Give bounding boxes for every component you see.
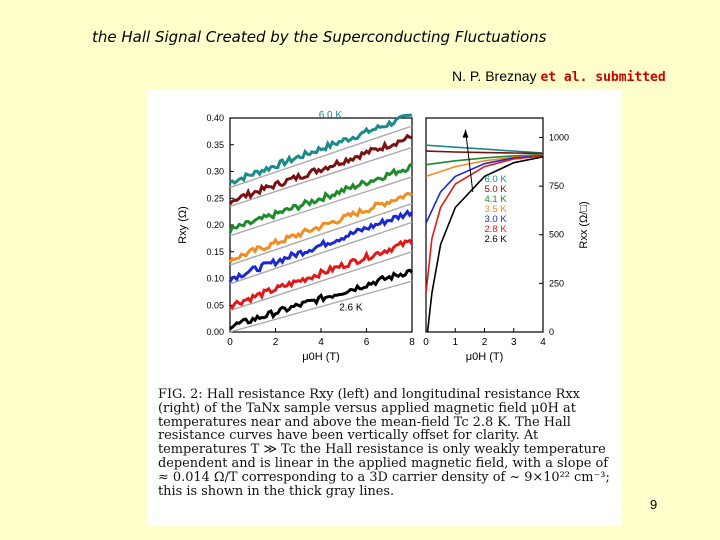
left-ytick-label: 0.00 — [206, 327, 224, 337]
right-arrow-head — [462, 129, 469, 138]
left-fit-line — [229, 202, 413, 266]
left-ytick-label: 0.10 — [206, 274, 224, 284]
left-series-5-0-K — [228, 133, 413, 205]
figure-caption: FIG. 2: Hall resistance Rxy (left) and l… — [158, 387, 610, 499]
right-xtick-label: 4 — [540, 337, 546, 348]
page-number: 9 — [650, 497, 658, 512]
right-xtick-label: 2 — [482, 337, 488, 348]
right-legend-6-0-K: 6.0 K — [485, 174, 508, 185]
left-xlabel: μ0H (T) — [302, 351, 340, 363]
right-xlabel: μ0H (T) — [466, 351, 504, 363]
left-ytick-label: 0.05 — [206, 300, 224, 310]
left-series-2-8-K — [229, 238, 414, 310]
left-fit-line — [229, 251, 413, 312]
left-ytick-label: 0.15 — [206, 247, 224, 257]
slide-title: the Hall Signal Created by the Supercond… — [92, 28, 547, 46]
left-ylabel: Rxy (Ω) — [177, 206, 189, 244]
left-ytick-label: 0.30 — [206, 167, 224, 177]
left-ytick-label: 0.25 — [206, 193, 224, 203]
right-xtick-label: 1 — [452, 337, 458, 348]
left-fit-line — [229, 125, 413, 189]
left-ytick-label: 0.35 — [206, 140, 224, 150]
author-name: N. P. Breznay — [452, 68, 541, 84]
right-ylabel: Rxx (Ω/□) — [578, 201, 590, 248]
left-ytick-label: 0.40 — [206, 113, 224, 123]
right-legend-4-1-K: 4.1 K — [485, 194, 508, 205]
left-series-3-5-K — [228, 191, 413, 264]
author-citation: N. P. Breznay et al. submitted — [452, 68, 666, 85]
left-xtick-label: 0 — [227, 337, 233, 348]
right-xtick-label: 3 — [511, 337, 517, 348]
left-xtick-label: 8 — [409, 337, 415, 348]
right-legend-2-6-K: 2.6 K — [485, 234, 508, 245]
figure-panel: 0.00 0.05 0.10 0.15 0.20 0.25 0.30 0.35 0.40 0 2 4 6… — [148, 90, 622, 526]
right-arrow-line — [464, 129, 474, 192]
left-xtick-label: 6 — [364, 337, 370, 348]
right-legend-5-0-K: 5.0 K — [485, 184, 508, 195]
right-legend-3-5-K: 3.5 K — [485, 204, 508, 215]
right-series-2-6-K — [426, 156, 544, 333]
right-legend-2-8-K: 2.8 K — [485, 224, 508, 235]
left-xtick-label: 4 — [318, 337, 324, 348]
left-ytick-label: 0.20 — [206, 220, 224, 230]
left-series-2-6-K — [229, 268, 414, 331]
left-annotation-top: 6.0 K — [319, 110, 343, 121]
left-fit-line — [229, 280, 413, 333]
right-legend-3-0-K: 3.0 K — [485, 214, 508, 225]
left-fit-line — [229, 146, 413, 207]
right-ytick-label: 750 — [549, 181, 564, 191]
right-ytick-label: 500 — [549, 230, 564, 240]
left-series-4-1-K — [228, 162, 413, 234]
right-xtick-label: 0 — [423, 337, 429, 348]
right-ytick-label: 250 — [549, 278, 564, 288]
left-fit-line — [229, 176, 413, 237]
left-annotation-bottom: 2.6 K — [339, 303, 363, 314]
left-series-6-0-K — [229, 113, 413, 185]
left-xtick-label: 2 — [273, 337, 279, 348]
right-series-5-0-K — [425, 150, 544, 155]
right-series-2-8-K — [425, 155, 544, 294]
left-series-3-0-K — [228, 209, 414, 283]
right-ytick-label: 0 — [549, 327, 554, 337]
right-series-6-0-K — [425, 144, 544, 154]
right-series-4-1-K — [425, 153, 544, 166]
left-fit-line — [229, 221, 413, 285]
author-etal: et al. submitted — [540, 70, 666, 85]
right-ytick-label: 1000 — [549, 132, 569, 142]
figure-plots: 0.00 0.05 0.10 0.15 0.20 0.25 0.30 0.35 0.40 0 2 4 6… — [177, 110, 590, 363]
